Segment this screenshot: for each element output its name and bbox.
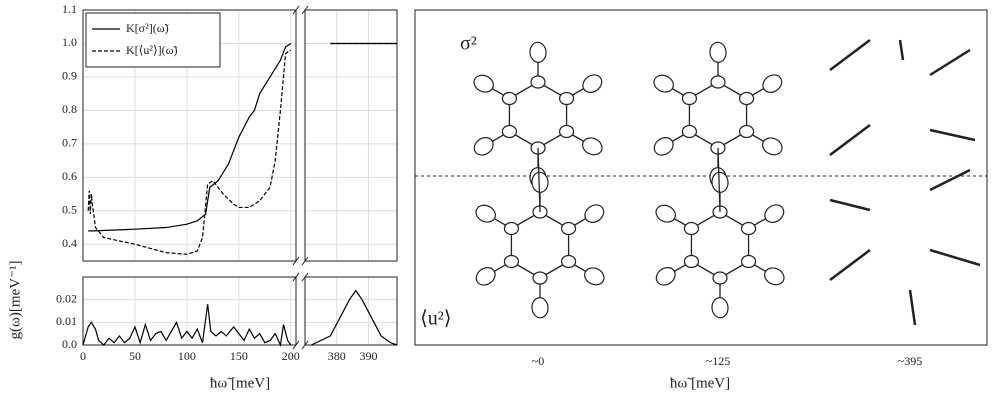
atom [682, 126, 696, 138]
atom [651, 134, 677, 159]
atom [740, 93, 754, 105]
atom [682, 93, 696, 105]
atom [930, 170, 970, 190]
atom [830, 200, 870, 210]
bond [511, 212, 568, 278]
legend-label: K[σ²](ω̃) [126, 21, 169, 35]
atom [582, 265, 607, 288]
atom [742, 256, 756, 268]
atom [930, 250, 980, 265]
atom [760, 135, 785, 158]
atom [533, 272, 547, 284]
bond [689, 82, 746, 148]
atom [910, 290, 915, 325]
y-tick-label: 0.9 [62, 69, 77, 83]
atom [651, 72, 676, 95]
atom [529, 42, 547, 63]
atom [562, 256, 576, 268]
atom [502, 126, 516, 138]
x-tick-label: 200 [282, 349, 300, 363]
atom [502, 93, 516, 105]
y-tick-label: 0.5 [62, 203, 77, 217]
atom [560, 93, 574, 105]
atom [684, 256, 698, 268]
x-tick-label: 100 [178, 349, 196, 363]
y-tick-label: 0.7 [62, 136, 77, 150]
atom [709, 42, 727, 63]
atom [531, 76, 545, 88]
x-tick-label: 50 [129, 349, 141, 363]
atom [653, 202, 678, 225]
x-tick-label: ~125 [706, 354, 731, 368]
break-gap [297, 9, 304, 262]
atom [580, 71, 606, 96]
atom [653, 264, 679, 289]
atom [504, 256, 518, 268]
panel-frame [415, 10, 987, 345]
atom [471, 134, 497, 159]
atom [930, 50, 970, 75]
x-tick-label: ~395 [898, 354, 923, 368]
atom [560, 126, 574, 138]
molecules [471, 40, 980, 325]
legend-label: K[⟨u²⟩](ω̃) [126, 43, 178, 57]
atom [582, 201, 608, 226]
y-tick-label: 0.6 [62, 169, 77, 183]
x-tick-label: 390 [359, 349, 377, 363]
y-tick-label: 0.0 [62, 337, 77, 351]
y-axis-label: g(ω)[meV⁻¹] [7, 261, 23, 340]
atom [504, 223, 518, 235]
atom [742, 223, 756, 235]
axes-frame [305, 277, 397, 345]
x-tick-label: 0 [80, 349, 86, 363]
atom [711, 76, 725, 88]
line [311, 291, 397, 345]
axes-frame [305, 10, 397, 261]
atom [760, 71, 786, 96]
atom [762, 265, 787, 288]
atom [684, 223, 698, 235]
break-gap [297, 276, 304, 346]
annotation: ⟨u²⟩ [420, 308, 452, 330]
atom [762, 201, 788, 226]
atom [473, 264, 499, 289]
atom [930, 130, 975, 140]
y-tick-label: 0.8 [62, 102, 77, 116]
atom [711, 297, 729, 318]
x-axis-label: ħω̃ [meV] [670, 375, 730, 391]
atom [830, 250, 870, 280]
bond [691, 212, 748, 278]
atom [531, 297, 549, 318]
atom [900, 40, 903, 60]
x-tick-label: 150 [230, 349, 248, 363]
bond [509, 82, 566, 148]
atom [471, 72, 496, 95]
x-tick-label: ~0 [532, 354, 545, 368]
y-tick-label: 0.4 [62, 236, 77, 250]
atom [740, 126, 754, 138]
y-tick-label: 1.1 [62, 2, 77, 16]
atom [562, 223, 576, 235]
y-tick-label: 0.01 [56, 314, 77, 328]
atom [713, 272, 727, 284]
y-tick-label: 1.0 [62, 35, 77, 49]
y-tick-label: 0.02 [56, 291, 77, 305]
atom [580, 135, 605, 158]
x-tick-label: 380 [328, 349, 346, 363]
x-axis-label: ħω̃ [meV] [210, 375, 270, 391]
annotation: σ² [460, 33, 477, 55]
figure: σ² ⟨u²⟩ ~0 ~125 ~395 ħω̃ [meV] 0.4 0.5 0.6… [0, 0, 992, 397]
atom [830, 40, 870, 70]
atom [830, 125, 870, 155]
atom [473, 202, 498, 225]
line [88, 43, 291, 230]
